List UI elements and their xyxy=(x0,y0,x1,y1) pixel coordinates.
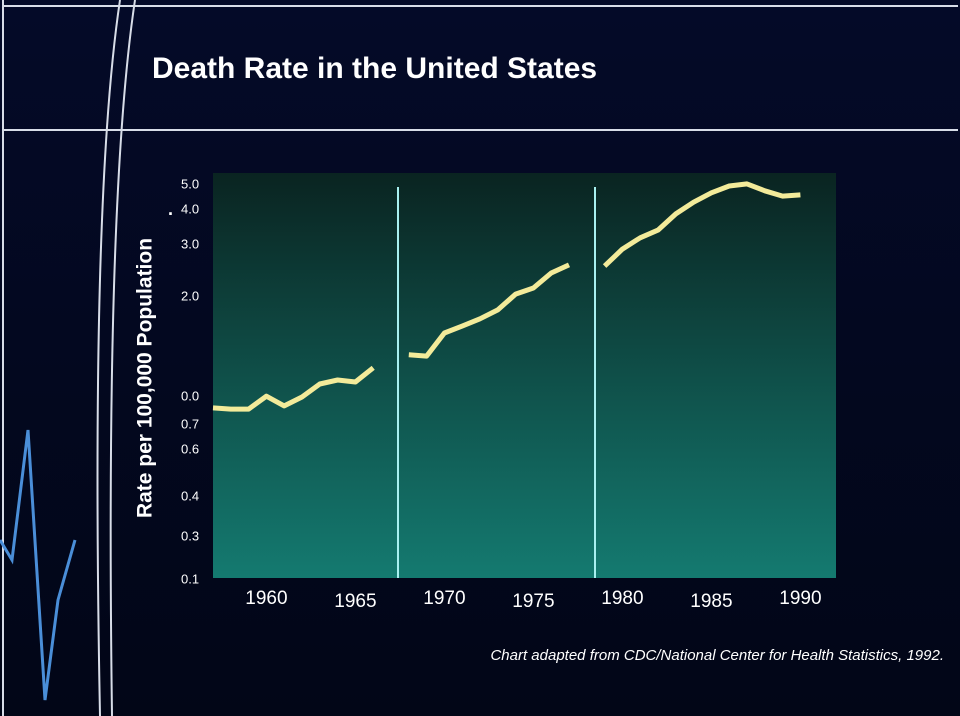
x-tick-label: 1980 xyxy=(601,588,643,609)
y-tick-label: 2.0 xyxy=(181,288,199,303)
x-tick-label: 1985 xyxy=(690,591,732,612)
y-tick-label: 0.6 xyxy=(181,441,199,456)
x-tick-label: 1965 xyxy=(334,591,376,612)
y-tick-label: 0.3 xyxy=(181,528,199,543)
x-tick-label: 1975 xyxy=(512,591,554,612)
x-tick-label: 1960 xyxy=(245,588,287,609)
caption: Chart adapted from CDC/National Center f… xyxy=(490,647,944,664)
y-tick-label: 0.4 xyxy=(181,488,199,503)
plot-area xyxy=(213,173,836,578)
y-tick-label: 4.0 xyxy=(181,201,199,216)
x-tick-label: 1970 xyxy=(423,588,465,609)
ecg-decor xyxy=(0,429,77,701)
y-tick-label: 0.1 xyxy=(181,571,199,586)
y-tick-label: 5.0 xyxy=(181,176,199,191)
y-axis-mark: . xyxy=(168,199,173,219)
y-axis-label: Rate per 100,000 Population xyxy=(134,238,157,518)
y-tick-label: 0.0 xyxy=(181,388,199,403)
y-tick-label: 0.7 xyxy=(181,416,199,431)
x-tick-label: 1990 xyxy=(779,588,821,609)
chart-title: Death Rate in the United States xyxy=(152,52,597,85)
y-tick-label: 3.0 xyxy=(181,236,199,251)
data-line xyxy=(212,181,801,412)
